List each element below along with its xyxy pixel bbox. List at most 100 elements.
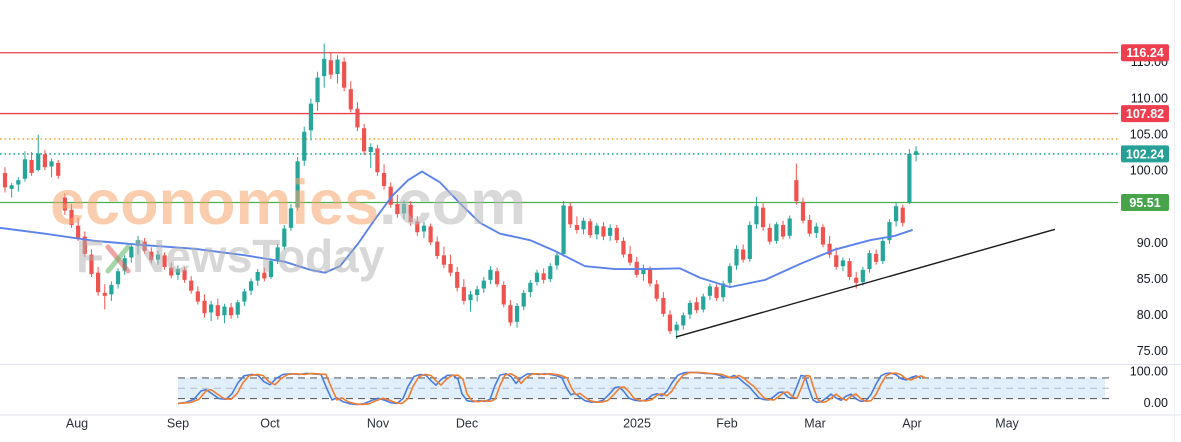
candle <box>634 256 639 278</box>
candle <box>189 276 194 294</box>
candle <box>401 200 407 220</box>
price-tick-label: 105.00 <box>1130 127 1168 141</box>
candle <box>242 288 247 306</box>
candle <box>129 243 134 263</box>
candle <box>468 290 473 312</box>
svg-text:107.82: 107.82 <box>1126 107 1164 121</box>
candle <box>874 249 879 265</box>
candle <box>867 250 872 273</box>
candlestick-series <box>2 43 919 340</box>
candle <box>913 146 919 162</box>
candle <box>840 257 845 272</box>
candle <box>262 267 267 282</box>
price-tick-label: 100.00 <box>1130 164 1168 178</box>
candle <box>588 218 593 238</box>
candle <box>229 303 234 319</box>
candle <box>29 152 34 176</box>
month-label-mar: Mar <box>804 417 826 431</box>
candle <box>169 262 174 279</box>
candle <box>488 266 493 285</box>
candle <box>508 300 513 327</box>
candle <box>415 216 420 236</box>
candle <box>761 203 766 231</box>
candle <box>707 283 712 301</box>
candle <box>608 224 613 241</box>
candle <box>475 285 480 302</box>
svg-text:116.24: 116.24 <box>1126 46 1164 60</box>
stoch-k-line <box>177 371 922 406</box>
candle <box>621 237 626 258</box>
candle <box>9 183 14 198</box>
candle <box>601 222 606 241</box>
candle <box>887 219 892 244</box>
candle <box>900 204 905 227</box>
resistance-1-badge: 116.24 <box>1121 44 1169 62</box>
price-tick-label: 85.00 <box>1137 272 1168 286</box>
candle <box>215 298 220 320</box>
price-tick-label: 75.00 <box>1137 344 1168 358</box>
candle <box>820 224 826 248</box>
candle <box>428 223 433 246</box>
candle <box>894 201 899 227</box>
candle <box>800 197 806 224</box>
candle <box>807 214 812 237</box>
candle <box>89 249 94 278</box>
candle <box>814 222 819 238</box>
month-label-aug: Aug <box>66 417 88 431</box>
time-axis[interactable]: Aug Sep Oct Nov Dec 2025 Feb Mar Apr May <box>66 417 1020 431</box>
candle <box>541 268 546 284</box>
candle <box>435 236 440 259</box>
stoch-d-line <box>177 371 927 406</box>
candle <box>355 102 360 132</box>
candle <box>787 215 792 239</box>
candle <box>22 151 28 182</box>
candle <box>175 265 180 280</box>
stoch-tick-label: 0.00 <box>1144 396 1168 410</box>
candle <box>342 57 347 92</box>
candle <box>162 252 167 270</box>
candle <box>149 247 154 264</box>
candle <box>295 157 300 211</box>
candle <box>268 258 274 280</box>
candle <box>574 216 579 234</box>
candle <box>561 201 566 257</box>
stoch-band <box>178 377 1105 399</box>
candle <box>747 221 752 262</box>
month-label-nov: Nov <box>367 417 390 431</box>
stochastic-panel <box>177 371 1112 406</box>
current-price-badge: 102.24 <box>1121 145 1169 163</box>
candle <box>614 224 619 244</box>
candle <box>56 159 61 179</box>
candle <box>455 266 460 292</box>
month-label-apr: Apr <box>902 417 921 431</box>
candle <box>308 98 313 141</box>
month-label-oct: Oct <box>260 417 280 431</box>
svg-text:95.51: 95.51 <box>1129 196 1160 210</box>
candle <box>581 217 586 235</box>
candle <box>76 217 81 241</box>
candle <box>122 255 127 275</box>
candle <box>641 264 646 281</box>
candle <box>328 52 333 80</box>
candle <box>754 196 759 229</box>
candle <box>421 222 427 238</box>
month-label-feb: Feb <box>716 417 738 431</box>
month-label-sep: Sep <box>167 417 189 431</box>
candle <box>741 244 746 263</box>
candle <box>860 266 865 286</box>
candle <box>115 268 121 289</box>
candle <box>554 252 560 270</box>
candle <box>96 266 101 296</box>
candle <box>42 149 47 171</box>
candle <box>288 204 294 231</box>
resistance-2-badge: 107.82 <box>1121 105 1169 123</box>
candle <box>368 143 373 168</box>
month-label-may: May <box>995 417 1019 431</box>
candle <box>69 204 74 228</box>
candle <box>255 269 260 286</box>
candle <box>794 163 799 205</box>
candle <box>834 247 839 270</box>
support-1-badge: 95.51 <box>1121 194 1169 212</box>
candle <box>315 71 320 111</box>
